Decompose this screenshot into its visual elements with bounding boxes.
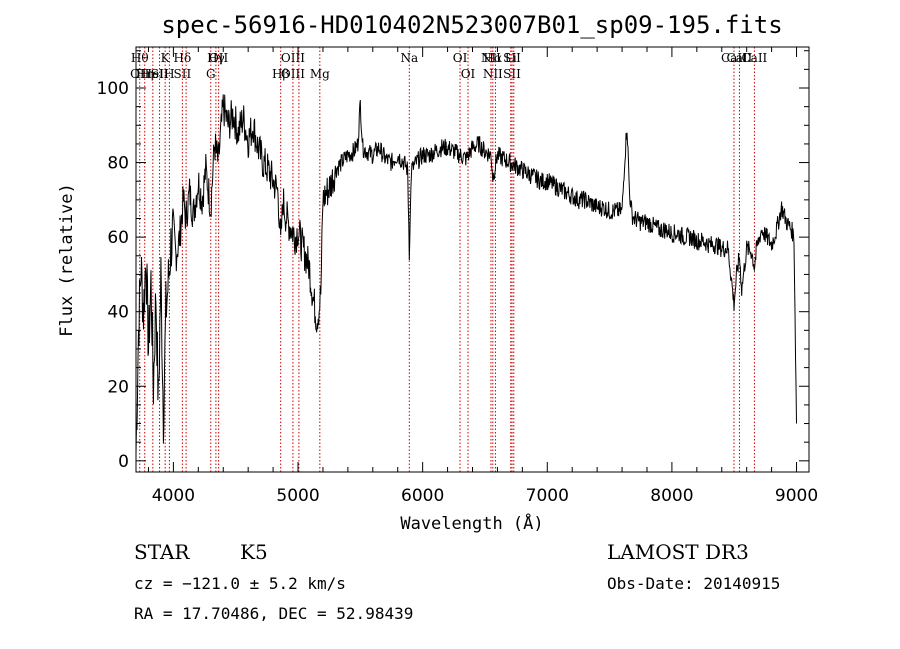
x-tick-label: 4000 [152,486,195,506]
y-tick-label: 60 [107,228,129,248]
plot-frame [135,46,810,473]
line-marker-upper-label: Hα [484,51,503,65]
line-marker-lower-label: SII [503,67,521,81]
line-marker-lower-label: OII [130,67,150,81]
line-marker-lower-label: HeI [142,67,165,81]
x-tick-label: 5000 [276,486,319,506]
subclass: K5 [240,540,268,564]
line-marker-lower-label: OIII [281,67,305,81]
line-marker-upper-label: Li [505,51,517,65]
line-marker-upper-label: SII [503,51,521,65]
line-marker-lower-label: OI [461,67,476,81]
line-marker-upper-label: Na [400,51,418,65]
coordinates: RA = 17.70486, DEC = 52.98439 [134,604,413,623]
chart-title: spec-56916-HD010402N523007B01_sp09-195.f… [161,11,782,39]
line-marker-upper-label: OIII [281,51,305,65]
axis-ticks: 4000 5000 6000 7000 8000 9000 0 20 40 60 80 100 [97,47,818,506]
line-marker-lower-label: NII [483,67,503,81]
line-marker-lower-label: G [206,67,216,81]
x-tick-label: 7000 [526,486,569,506]
y-tick-label: 20 [107,377,129,397]
line-marker-upper-label: Hγ [207,51,225,65]
line-marker-upper-label: Hδ [174,51,192,65]
line-marker-lower-label: Mg [310,67,330,81]
line-marker-upper-label: K [161,51,171,65]
redshift-cz: cz = −121.0 ± 5.2 km/s [134,574,346,593]
line-marker-lower-label: Hβ [272,67,289,81]
x-axis-label: Wavelength (Å) [400,512,543,534]
line-marker-lower-label: Hη [136,67,154,81]
obs-date: Obs-Date: 20140915 [607,574,780,593]
x-tick-label: 6000 [401,486,444,506]
line-marker-upper-label: OI [453,51,468,65]
line-marker-upper-label: CaII [721,51,747,65]
y-tick-label: 100 [97,79,129,99]
y-tick-label: 0 [118,452,129,472]
line-marker-upper-label: CaII [727,51,753,65]
survey-name: LAMOST DR3 [607,540,749,564]
y-axis-label: Flux (relative) [57,183,77,337]
line-marker-upper-label: CaII [741,51,767,65]
y-tick-label: 80 [107,154,129,174]
x-tick-label: 9000 [775,486,818,506]
line-marker-lower-label: SII [151,67,169,81]
line-marker-upper-label: OII [209,51,229,65]
x-tick-label: 8000 [650,486,693,506]
line-marker-lower-label: SII [174,67,192,81]
y-tick-label: 40 [107,303,129,323]
line-marker-lower-label: H [164,67,174,81]
object-type: STAR [134,540,190,564]
spectrum-series-line [135,94,797,455]
line-marker-upper-label: Hθ [131,51,149,65]
line-marker-upper-label: NII [481,51,501,65]
